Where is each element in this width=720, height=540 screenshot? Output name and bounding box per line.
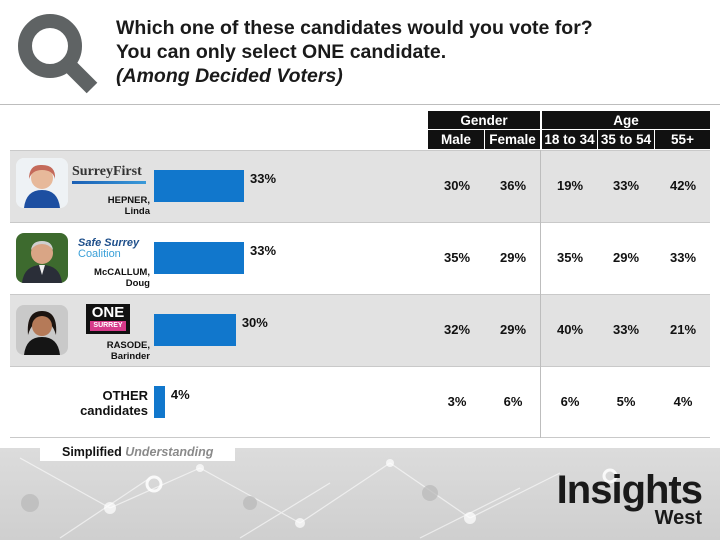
- table-cell: 32%: [443, 322, 471, 337]
- header-col-male: Male: [428, 130, 484, 149]
- candidate-photo-hepner: [16, 158, 68, 208]
- table-cell: 3%: [447, 394, 467, 409]
- bar: [154, 314, 236, 346]
- header-col-18-34: 18 to 34: [542, 130, 597, 149]
- magnifier-q-logo-icon: [18, 14, 98, 94]
- table-cell: 30%: [443, 178, 471, 193]
- candidate-photo-rasode: [16, 305, 68, 355]
- table-cell: 42%: [669, 178, 697, 193]
- table-cell: 4%: [673, 394, 693, 409]
- bar-value-label: 33%: [250, 243, 277, 258]
- tagline-part-1: Simplified: [62, 445, 122, 459]
- tagline-part-2: Understanding: [125, 445, 214, 459]
- table-cell: 33%: [612, 322, 640, 337]
- title-line-1: Which one of these candidates would you …: [116, 17, 593, 39]
- page-title: Which one of these candidates would you …: [116, 16, 706, 88]
- table-row: [10, 150, 710, 222]
- table-cell: 21%: [669, 322, 697, 337]
- table-cell: 6%: [560, 394, 580, 409]
- party-name: SurreyFirst: [72, 164, 142, 179]
- candidate-photo-mccallum: [16, 233, 68, 283]
- footer-background: [0, 448, 720, 540]
- table-row: [10, 366, 710, 438]
- candidate-name: McCALLUM, Doug: [70, 267, 150, 289]
- bar-value-label: 30%: [241, 315, 268, 330]
- table-cell: 36%: [499, 178, 527, 193]
- party-name-line-2: Coalition: [78, 248, 121, 260]
- party-name: Safe Surrey: [78, 237, 140, 249]
- title-line-3: (Among Decided Voters): [116, 65, 343, 87]
- party-logo-one-surrey: ONE SURREY: [86, 304, 130, 334]
- candidate-firstname: Linda: [124, 206, 150, 217]
- bar-value-label: 4%: [170, 387, 190, 402]
- header-col-35-54: 35 to 54: [598, 130, 654, 149]
- bar: [154, 170, 244, 202]
- candidate-firstname: Barinder: [110, 351, 150, 362]
- party-underline: [72, 181, 146, 184]
- table-cell: 5%: [616, 394, 636, 409]
- candidate-label-line-2: candidates: [80, 403, 148, 418]
- table-cell: 33%: [669, 250, 697, 265]
- table-cell: 29%: [499, 322, 527, 337]
- candidate-surname: HEPNER,: [107, 195, 150, 206]
- brand-subname: West: [654, 507, 702, 529]
- candidate-name: RASODE, Barinder: [70, 340, 150, 362]
- network-pattern-icon: [19, 457, 618, 539]
- table-cell: 35%: [443, 250, 471, 265]
- header: Which one of these candidates would you …: [0, 0, 720, 105]
- party-name-line-2: SURREY: [90, 321, 126, 331]
- candidate-label-line-1: OTHER: [102, 388, 149, 403]
- table-cell: 40%: [556, 322, 584, 337]
- header-col-female: Female: [485, 130, 540, 149]
- title-line-2: You can only select ONE candidate.: [116, 41, 447, 63]
- party-logo-surreyfirst: SurreyFirst: [72, 164, 146, 184]
- table-cell: 6%: [503, 394, 523, 409]
- candidate-surname: RASODE,: [106, 340, 150, 351]
- column-divider: [540, 150, 541, 438]
- table-cell: 35%: [556, 250, 584, 265]
- candidate-name: OTHER candidates: [40, 388, 148, 418]
- table-cell: 29%: [612, 250, 640, 265]
- header-gender: Gender: [428, 111, 540, 129]
- brand-logo: Insights West: [556, 468, 703, 529]
- candidate-name: HEPNER, Linda: [70, 195, 150, 217]
- table-cell: 33%: [612, 178, 640, 193]
- party-name: ONE: [91, 304, 125, 321]
- header-age: Age: [542, 111, 710, 129]
- party-logo-safe-surrey-coalition: Safe Surrey Coalition: [78, 238, 139, 260]
- bar: [154, 386, 165, 418]
- table-cell: 19%: [556, 178, 584, 193]
- candidate-surname: McCALLUM,: [94, 267, 150, 278]
- table-row: [10, 222, 710, 294]
- brand-name: Insights: [556, 468, 703, 512]
- bar-value-label: 33%: [250, 171, 277, 186]
- header-col-55-plus: 55+: [655, 130, 710, 149]
- table-cell: 29%: [499, 250, 527, 265]
- bar: [154, 242, 244, 274]
- candidate-firstname: Doug: [125, 278, 150, 289]
- footer-tagline: Simplified Understanding: [40, 443, 236, 461]
